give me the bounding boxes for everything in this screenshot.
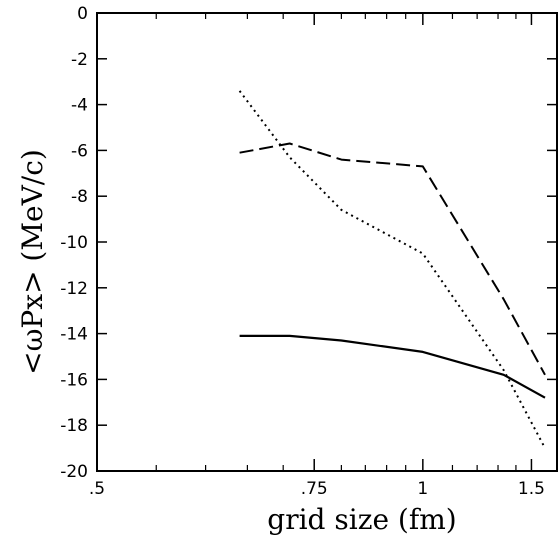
x-axis-title: grid size (fm) — [267, 503, 456, 536]
y-tick-label: -14 — [60, 325, 88, 345]
plot-frame — [96, 12, 558, 472]
x-tick-label: .5 — [89, 479, 105, 499]
y-tick-label: -12 — [60, 279, 88, 299]
y-tick-label: -2 — [71, 50, 88, 70]
x-tick-label: 1 — [417, 479, 428, 499]
y-tick-label: -4 — [71, 96, 88, 116]
x-tick-label: 1.5 — [518, 479, 545, 499]
series-layer — [238, 90, 546, 449]
x-axis-ticks: .5 .75 1 1.5 — [89, 13, 545, 499]
y-tick-label: -6 — [71, 141, 88, 161]
y-axis-ticks: 0 -2 -4 -6 -8 -10 -12 -14 -16 -18 -20 — [60, 4, 557, 482]
y-tick-label: -20 — [60, 462, 88, 482]
y-tick-label: -16 — [60, 370, 88, 390]
y-axis-title: <ωPx> (MeV/c) — [16, 149, 49, 375]
x-tick-label: .75 — [301, 479, 328, 499]
series-line-solid — [239, 334, 546, 399]
y-tick-label: -8 — [71, 187, 88, 207]
y-tick-label: -10 — [60, 233, 88, 253]
y-tick-label: 0 — [77, 4, 88, 24]
y-tick-label: -18 — [60, 416, 88, 436]
series-line-dashed — [239, 142, 546, 376]
